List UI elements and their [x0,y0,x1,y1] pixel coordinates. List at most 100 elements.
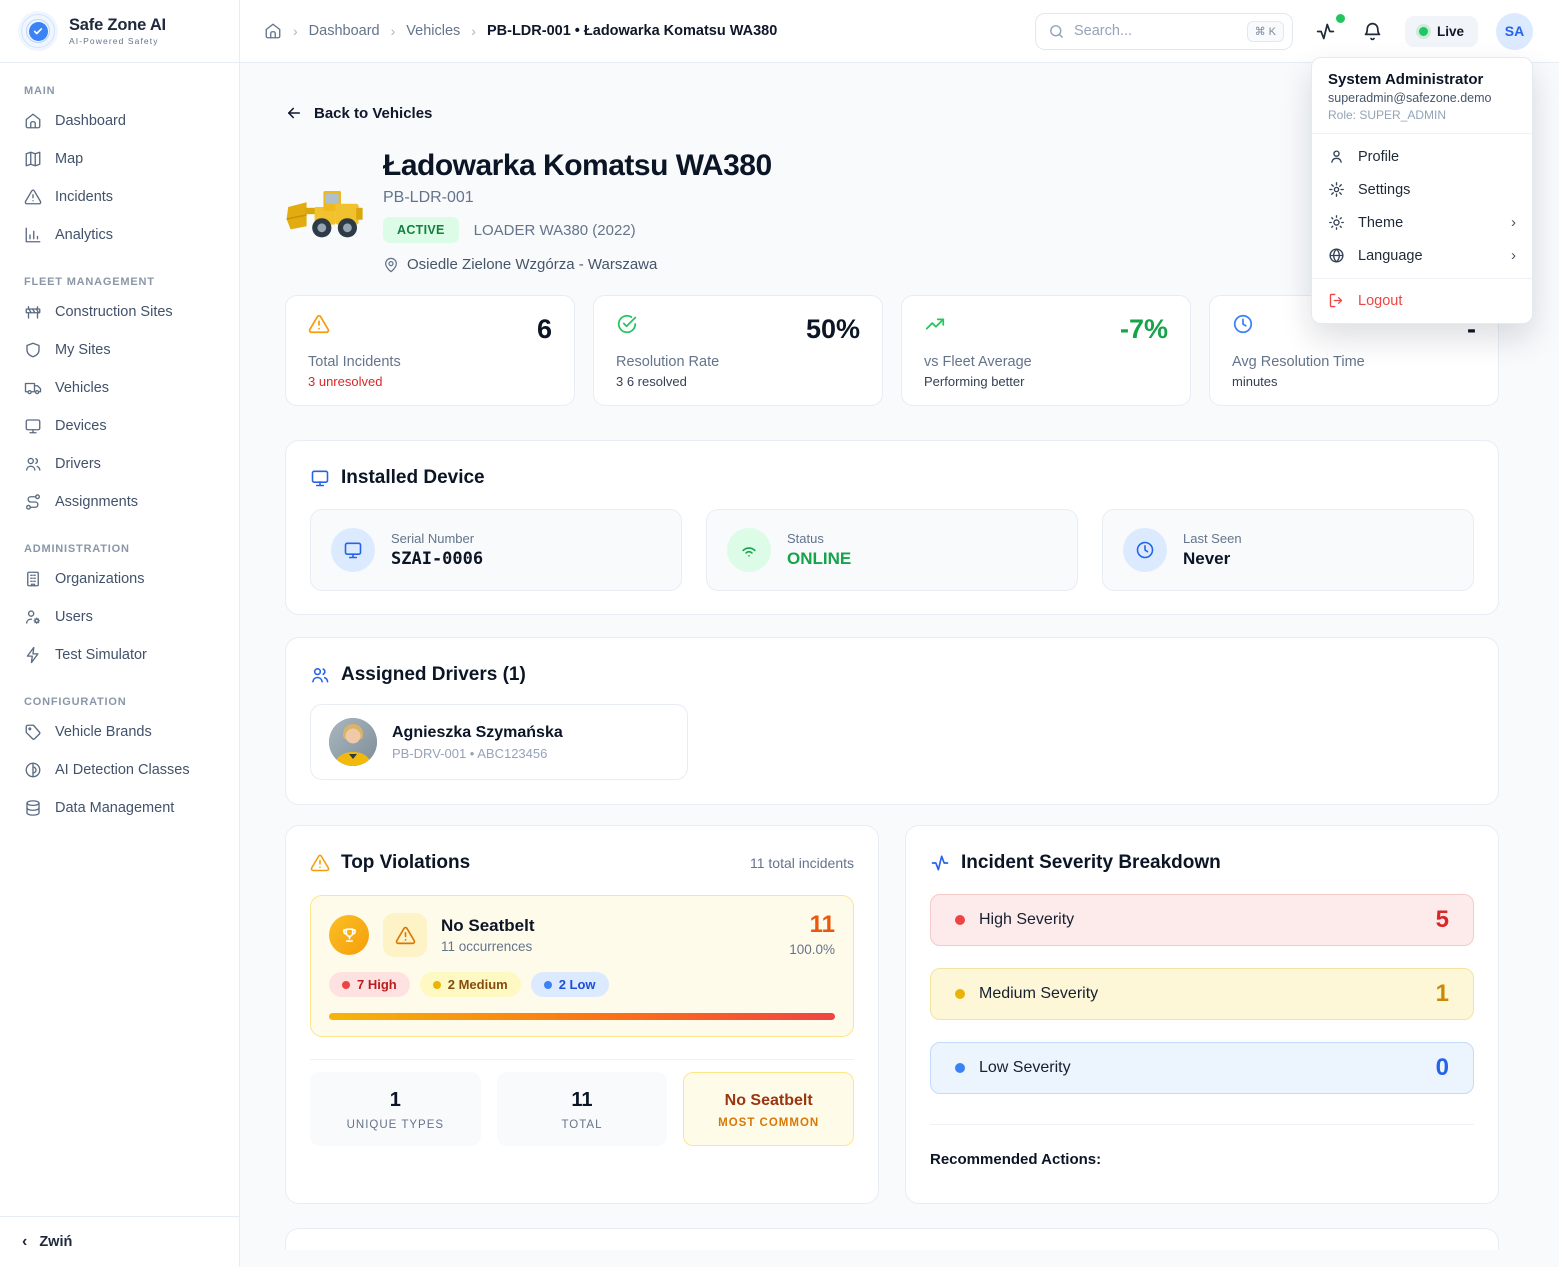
sidebar-item-label: Organizations [55,571,145,587]
sidebar-item-map[interactable]: Map [12,140,227,178]
severity-pill-medium: 2 Medium [419,972,521,997]
stat-value: 6 [536,314,552,344]
device-field-label: Status [787,531,824,546]
user-email: superadmin@safezone.demo [1328,91,1492,105]
sidebar-collapse-button[interactable]: ‹ Zwiń [0,1216,239,1267]
violation-name: No Seatbelt [441,916,535,935]
back-to-vehicles-button[interactable]: Back to Vehicles [285,104,432,122]
pill-label: 2 Low [558,977,596,992]
home-icon [24,112,42,130]
sidebar-item-label: My Sites [55,342,111,358]
sidebar-item-label: Users [55,609,93,625]
stat-label: Resolution Rate [616,354,720,370]
severity-row-high: High Severity 5 [930,894,1474,946]
total-incidents-label: 11 total incidents [749,855,854,871]
building-icon [24,570,42,588]
menu-item-profile[interactable]: Profile [1312,140,1532,173]
severity-label: Low Severity [979,1059,1071,1076]
sidebar-item-vehicle-brands[interactable]: Vehicle Brands [12,713,227,751]
severity-row-medium: Medium Severity 1 [930,968,1474,1020]
menu-divider [1312,278,1532,279]
breadcrumb-vehicles[interactable]: Vehicles [406,23,461,39]
database-icon [24,799,42,817]
yellow-dot-icon [432,980,441,989]
activity-icon [930,853,950,873]
activity-online-dot [1335,13,1345,23]
sidebar-item-vehicles[interactable]: Vehicles [12,369,227,407]
divider [930,1124,1474,1125]
breadcrumb-dashboard[interactable]: Dashboard [308,23,380,39]
sidebar-item-dashboard[interactable]: Dashboard [12,102,227,140]
monitor-icon [24,417,42,435]
red-dot-icon [955,915,965,925]
sidebar-item-users[interactable]: Users [12,598,227,636]
driver-meta: PB-DRV-001 • ABC123456 [392,745,548,761]
sun-icon [1328,214,1345,231]
stat-sub: 3 unresolved [308,374,383,389]
recommended-actions-label: Recommended Actions: [930,1151,1102,1168]
stat-value: - [1467,314,1476,344]
sidebar-item-ai-detection-classes[interactable]: AI Detection Classes [12,751,227,789]
summary-most-common: No Seatbelt MOST COMMON [683,1072,854,1146]
search-input[interactable] [1073,23,1238,39]
activity-icon [1316,23,1335,39]
panel-title: Incident Severity Breakdown [961,852,1221,873]
stat-card-fleet-average: -7% vs Fleet Average Performing better [901,295,1191,406]
nav-section-main: MAIN [24,85,56,97]
breadcrumb: › Dashboard › Vehicles › PB-LDR-001 • Ła… [264,22,1017,40]
alert-triangle-icon [310,853,330,873]
sidebar-item-construction-sites[interactable]: Construction Sites [12,293,227,331]
sidebar-item-devices[interactable]: Devices [12,407,227,445]
notifications-button[interactable] [1358,17,1387,46]
summary-total: 11 TOTAL [496,1072,668,1146]
map-pin-icon [383,257,399,273]
driver-card[interactable]: Agnieszka Szymańska PB-DRV-001 • ABC1234… [310,704,688,780]
sidebar-item-label: Vehicles [55,380,110,396]
vehicle-status-badge: ACTIVE [383,217,459,243]
check-icon [28,21,48,41]
stat-sub: 3 6 resolved [616,374,687,389]
brand-logo[interactable]: Safe Zone AI AI-Powered Safety [0,0,239,63]
sidebar-item-organizations[interactable]: Organizations [12,560,227,598]
user-avatar[interactable]: SA [1496,12,1533,50]
severity-value: 5 [1435,906,1449,933]
device-status-card: Status ONLINE [706,509,1078,591]
sidebar-item-label: Data Management [55,800,175,816]
sidebar-item-drivers[interactable]: Drivers [12,445,227,483]
monitor-icon [310,468,330,488]
device-field-label: Last Seen [1183,531,1242,546]
violation-card: No Seatbelt 11 occurrences 11 100.0% 7 H… [310,895,854,1037]
sidebar-item-analytics[interactable]: Analytics [12,216,227,254]
sidebar-item-my-sites[interactable]: My Sites [12,331,227,369]
sidebar-item-label: Devices [55,418,107,434]
sidebar-item-test-simulator[interactable]: Test Simulator [12,636,227,674]
menu-item-logout[interactable]: Logout [1312,281,1532,318]
nav-section-administration: ADMINISTRATION [24,543,130,555]
breadcrumb-home-icon[interactable] [264,22,282,40]
summary-value: 11 [571,1089,593,1111]
trophy-icon [329,915,369,955]
menu-item-theme[interactable]: Theme › [1312,206,1532,239]
user-name: System Administrator [1328,71,1484,88]
search-box[interactable]: ⌘ K [1034,12,1293,50]
sidebar-item-data-management[interactable]: Data Management [12,789,227,827]
user-gear-icon [24,608,42,626]
sidebar-item-assignments[interactable]: Assignments [12,483,227,521]
monitor-icon [331,528,375,572]
vehicle-code: PB-LDR-001 [383,189,474,206]
menu-item-settings[interactable]: Settings [1312,173,1532,206]
sidebar-item-label: Assignments [55,494,139,510]
truck-icon [24,379,42,397]
arrow-left-icon [285,104,303,122]
sidebar-item-label: Analytics [55,227,114,243]
menu-item-language[interactable]: Language › [1312,239,1532,272]
live-status-badge[interactable]: Live [1404,15,1478,47]
chevron-right-icon: › [1511,214,1516,231]
collapse-label: Zwiń [39,1234,73,1250]
vehicle-title: Ładowarka Komatsu WA380 [383,149,772,182]
stat-sub: Performing better [924,374,1025,389]
sidebar-item-incidents[interactable]: Incidents [12,178,227,216]
blue-dot-icon [955,1063,965,1073]
activity-status-button[interactable] [1311,13,1345,46]
